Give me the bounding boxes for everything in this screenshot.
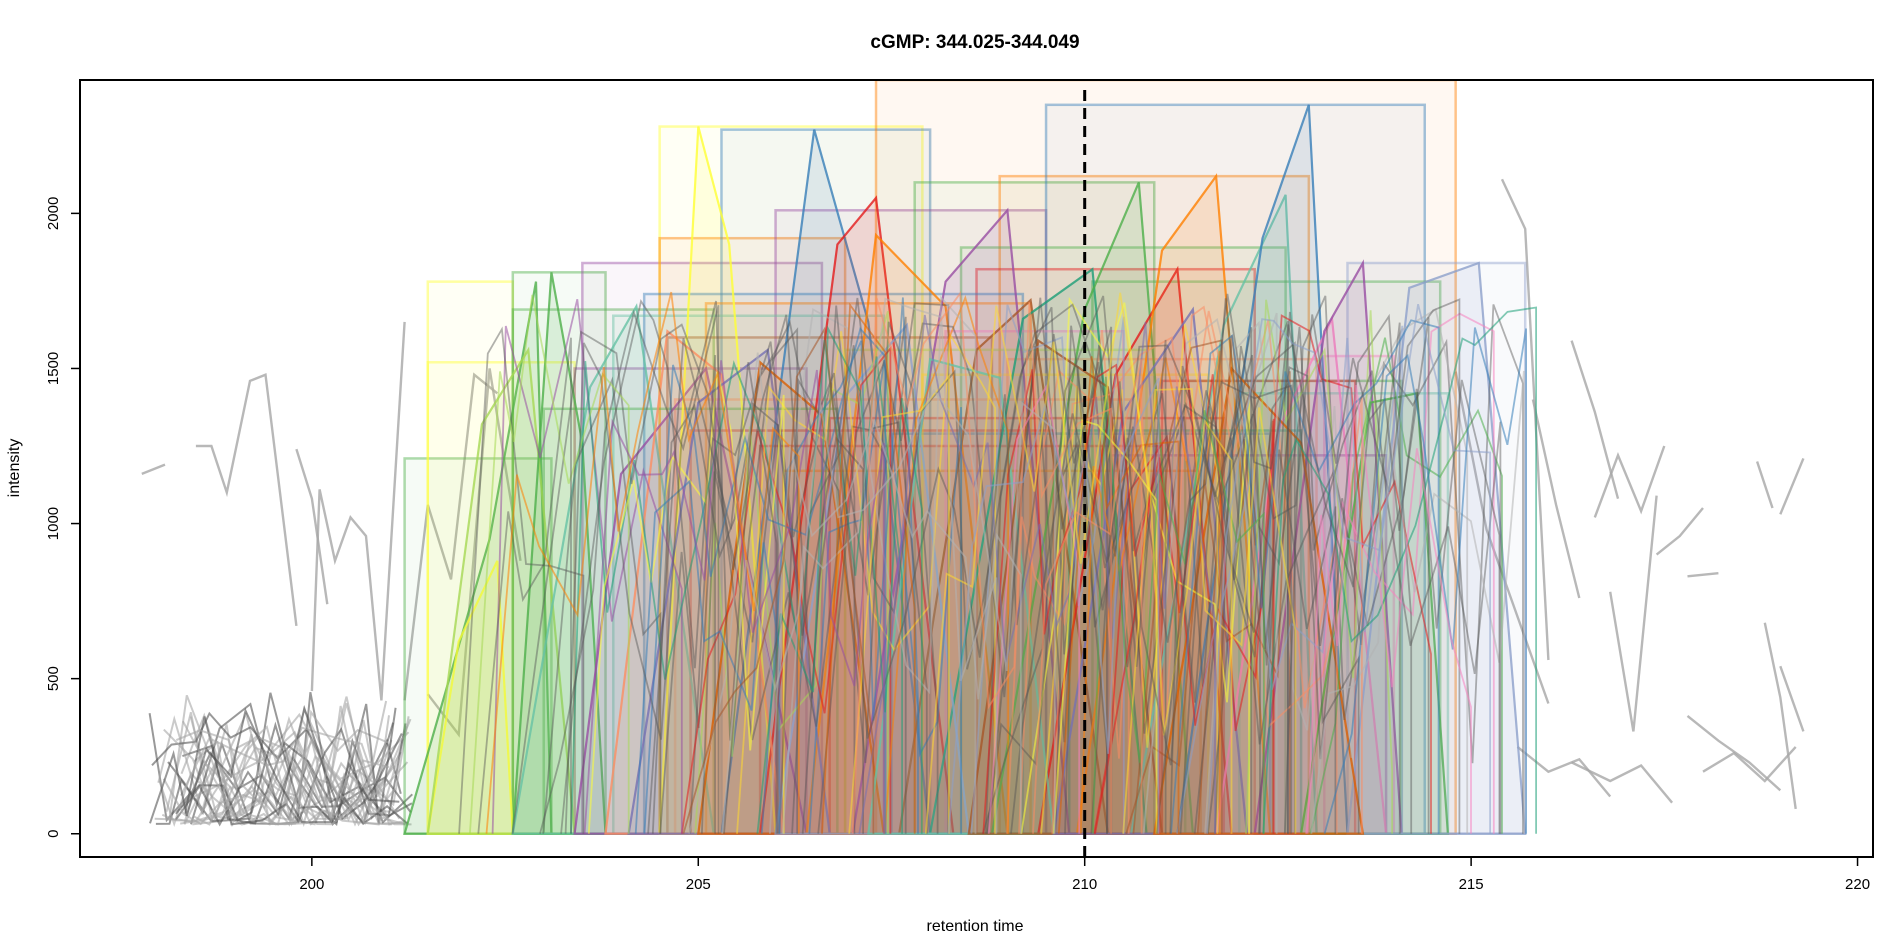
overlay-trace-63: [634, 479, 781, 834]
overlay-trace-42: [1079, 350, 1221, 834]
overlay-trace-87: [769, 418, 1022, 834]
overlay-trace-62: [848, 373, 950, 834]
noise-layer: [148, 692, 413, 828]
overlay-trace-81: [1262, 306, 1537, 834]
x-axis-label: retention time: [927, 918, 1024, 935]
background-trace-16: [1779, 665, 1805, 732]
overlay-trace-66: [560, 299, 717, 834]
overlay-trace-85: [1010, 293, 1360, 834]
overlay-trace-71: [858, 314, 1216, 834]
overlay-trace-46: [1170, 319, 1440, 834]
y-tick-label-500: 500: [45, 666, 62, 691]
y-tick-label-1500: 1500: [45, 352, 62, 385]
background-trace-18: [1702, 746, 1797, 783]
chart-title: cGMP: 344.025-344.049: [870, 32, 1079, 53]
background-trace-15: [1763, 622, 1797, 810]
background-trace-7: [1531, 399, 1581, 599]
noise-trace-27: [149, 707, 400, 824]
noise-trace-19: [180, 726, 406, 826]
overlay-trace-3: [1006, 329, 1130, 834]
overlay-trace-43: [643, 326, 887, 834]
overlay-trace-70: [1179, 324, 1501, 834]
overlay-trace-38: [1176, 325, 1404, 834]
overlay-trace-86: [947, 377, 1160, 834]
background-trace-8: [1570, 340, 1620, 500]
background-trace-14: [1779, 457, 1805, 515]
overlay-trace-45: [1142, 312, 1278, 834]
overlay-trace-21: [723, 327, 799, 834]
x-tick-label-200: 200: [299, 876, 324, 893]
overlay-trace-18: [1051, 310, 1363, 834]
overlay-trace-56: [987, 384, 1081, 834]
overlay-trace-50: [1169, 326, 1502, 834]
overlay-trace-67: [477, 337, 572, 834]
background-trace-13: [1755, 461, 1774, 509]
y-tick-label-2000: 2000: [45, 197, 62, 230]
overlay-trace-5: [659, 424, 779, 834]
x-tick-label-220: 220: [1845, 876, 1870, 893]
overlay-trace-22: [651, 319, 939, 834]
background-trace-19: [1516, 745, 1612, 798]
plot-frame: [79, 79, 1874, 858]
overlay-trace-89: [682, 326, 875, 834]
overlay-trace-55: [1193, 298, 1461, 834]
background-trace-11: [1655, 507, 1704, 556]
overlay-trace-73: [1092, 376, 1265, 834]
peak-box-4: [511, 308, 715, 835]
overlay-trace-36: [542, 376, 662, 834]
overlay-trace-40: [1054, 298, 1261, 834]
background-trace-9: [1593, 445, 1666, 518]
y-tick-label-0: 0: [45, 830, 62, 838]
peak-series-layer: [403, 104, 1537, 835]
overlay-trace-6: [1257, 304, 1524, 834]
overlay-trace-53: [539, 304, 720, 834]
overlay-trace-31: [458, 326, 585, 834]
overlay-trace-77: [485, 291, 800, 834]
overlay-trace-61: [781, 297, 998, 834]
overlay-trace-64: [1310, 370, 1525, 834]
overlay-trace-15: [1093, 418, 1275, 834]
background-trace-20: [1686, 714, 1782, 792]
overlay-trace-0: [689, 316, 907, 834]
overlay-trace-44: [986, 297, 1289, 834]
x-tick-label-205: 205: [686, 876, 711, 893]
peak-box-0: [403, 457, 553, 835]
background-trace-4: [403, 372, 499, 701]
noise-trace-29: [182, 720, 390, 826]
overlay-trace-88: [1306, 384, 1472, 834]
background-trace-10: [1609, 495, 1658, 732]
background-trace-3: [310, 321, 406, 701]
background-trace-12: [1687, 572, 1719, 578]
overlay-trace-84: [1323, 327, 1527, 834]
background-trace-1: [195, 373, 298, 627]
overlay-trace-24: [883, 295, 1010, 834]
overlay-trace-33: [688, 295, 977, 834]
x-tick-label-210: 210: [1072, 876, 1097, 893]
background-trace-2: [295, 448, 329, 605]
overlay-trace-8: [1204, 308, 1469, 834]
overlay-trace-57: [469, 294, 630, 834]
overlay-trace-58: [1122, 387, 1297, 834]
background-trace-0: [141, 463, 166, 476]
overlay-trace-51: [1090, 327, 1253, 834]
overlay-trace-23: [1305, 312, 1495, 834]
x-tick-label-215: 215: [1459, 876, 1484, 893]
overlay-trace-29: [1207, 313, 1413, 834]
overlay-trace-60: [756, 325, 923, 834]
overlay-trace-75: [924, 292, 1233, 834]
y-axis-label: intensity: [6, 439, 23, 498]
overlay-trace-35: [1064, 366, 1337, 834]
overlay-trace-78: [647, 338, 778, 834]
background-trace-6: [1500, 178, 1550, 661]
axes-layer: 200 205 210 215 220 0 500 1000 1500 2000: [45, 197, 1870, 893]
y-tick-label-1000: 1000: [45, 507, 62, 540]
overlay-trace-79: [1155, 380, 1293, 834]
